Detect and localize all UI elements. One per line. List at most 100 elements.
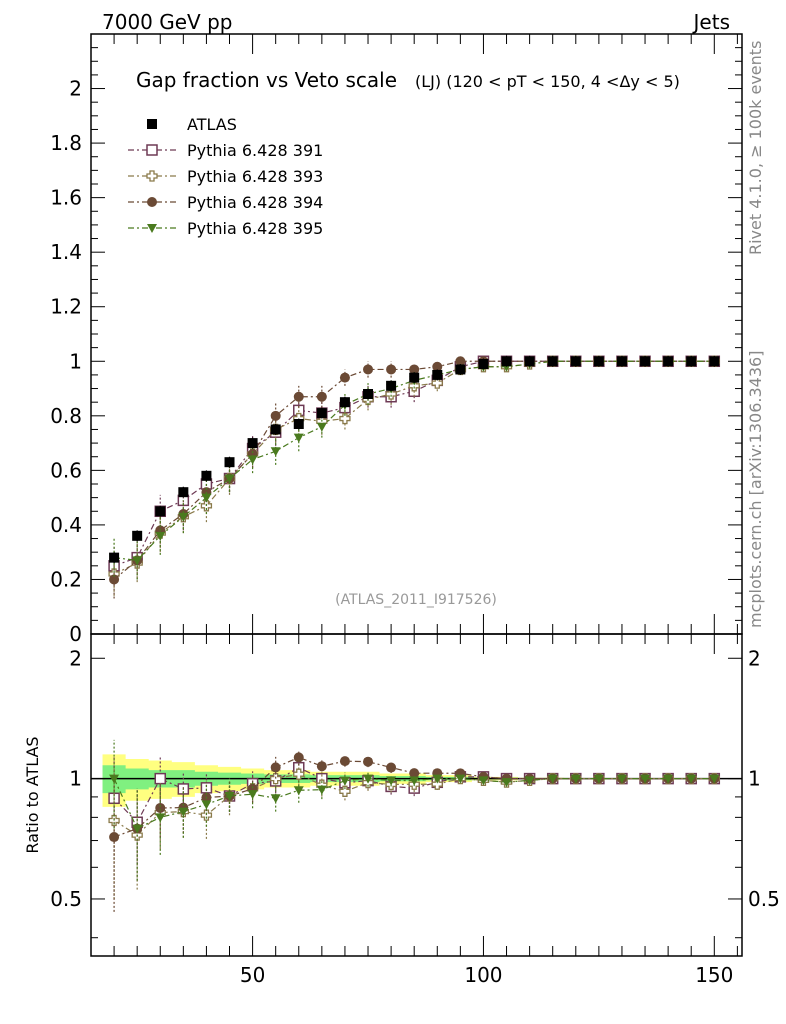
ratio-y-tick-label-left: 1 [69, 767, 82, 791]
legend-label: Pythia 6.428 391 [187, 141, 323, 160]
series-3-ratio-point [155, 802, 166, 813]
series-2-ratio-point [339, 785, 351, 797]
reference-point [593, 356, 604, 367]
series-3-ratio-point [363, 756, 374, 767]
reference-point [132, 530, 143, 541]
x-tick-label: 50 [240, 963, 265, 987]
series-4-ratio-point [570, 774, 581, 784]
x-tick-label: 100 [464, 963, 502, 987]
reference-point [524, 356, 535, 367]
series-4-ratio-point [363, 774, 374, 784]
legend: ATLAS Pythia 6.428 391 Pythia 6.428 393 Pyt… [128, 115, 323, 238]
rivet-label: Rivet 4.1.0, ≥ 100k events [746, 41, 765, 255]
series-3-ratio-point [386, 762, 397, 773]
legend-marker [147, 119, 157, 129]
series-3-point [363, 364, 374, 375]
legend-marker [147, 224, 157, 233]
reference-point [547, 356, 558, 367]
chart-title-suffix: (LJ) (120 < pT < 150, 4 <Δy < 5) [415, 72, 680, 91]
series-4-ratio-point [247, 790, 258, 800]
reference-point [201, 470, 212, 481]
legend-label: ATLAS [187, 115, 237, 134]
series-4-point [270, 447, 281, 457]
series-3-point [293, 391, 304, 402]
ratio-marks [91, 739, 742, 912]
series-4-point [247, 455, 258, 465]
series-4-point [224, 474, 235, 484]
series-2-ratio-point [431, 778, 443, 790]
series-4-ratio-point [178, 807, 189, 817]
series-4-point [316, 422, 327, 432]
ratio-y-tick-label-left: 2 [69, 646, 82, 670]
reference-point [155, 506, 166, 517]
series-4-ratio-point [293, 786, 304, 796]
mcplots-label: mcplots.cern.ch [arXiv:1306.3436] [746, 351, 765, 628]
ratio-y-label: Ratio to ATLAS [23, 736, 42, 853]
series-4-ratio-point [409, 776, 420, 786]
ratio-y-tick-label-right: 2 [748, 646, 761, 670]
series-2-point [385, 388, 397, 400]
y-tick-label: 0.6 [50, 458, 82, 482]
ratio-y-tick-label-right: 0.5 [748, 887, 780, 911]
legend-marker [146, 170, 158, 182]
main-axis-ticks: 0 0.2 0.4 0.6 0.8 1 1.2 1.4 1.6 1.8 2 [50, 33, 742, 646]
series-4-ratio-point [339, 776, 350, 786]
series-3-point [432, 361, 443, 372]
ratio-panel: 50 100 150 0.5 0.5 1 1 2 2 Ratio to ATLAS [23, 633, 780, 987]
series-2-ratio-point [293, 768, 305, 780]
reference-point [224, 457, 235, 468]
ratio-frame [90, 633, 743, 957]
y-tick-label: 2 [69, 77, 82, 101]
series-2-point [408, 380, 420, 392]
y-tick-label: 1.8 [50, 131, 82, 155]
reference-point [478, 359, 489, 369]
series-4-ratio-point [663, 774, 674, 784]
x-tick-label: 150 [695, 963, 733, 987]
reference-point [432, 369, 443, 380]
reference-point [109, 552, 120, 563]
series-3-ratio-point [316, 761, 327, 772]
reference-point [663, 356, 674, 367]
chart-title: Gap fraction vs Veto scale [136, 68, 397, 92]
y-tick-label: 1 [69, 349, 82, 373]
main-panel: 0 0.2 0.4 0.6 0.8 1 1.2 1.4 1.6 1.8 2 Gap fraction… [50, 33, 743, 646]
reference-point [616, 356, 627, 367]
series-2-ratio-point [270, 772, 282, 785]
reference-point [501, 356, 512, 367]
reference-point [409, 372, 420, 383]
series-4-ratio-point [640, 774, 651, 784]
reference-point [178, 487, 189, 498]
series-1-ratio-point [154, 772, 167, 785]
series-3-ratio-point [409, 768, 420, 779]
series-4-point [132, 556, 143, 566]
series-3-point [339, 372, 350, 383]
reference-point [570, 356, 581, 367]
series-3-point [316, 391, 327, 402]
series-4-ratio-point [224, 791, 235, 801]
series-1-ratio-point [200, 782, 213, 794]
series-3-point [455, 356, 466, 367]
reference-point [316, 408, 327, 419]
watermark: (ATLAS_2011_I917526) [335, 592, 497, 608]
header-left: 7000 GeV pp [102, 10, 233, 34]
series-4-ratio-point [455, 774, 466, 784]
series-4-ratio-point [132, 824, 143, 834]
ratio-y-tick-label-left: 0.5 [50, 887, 82, 911]
y-tick-label: 1.2 [50, 295, 82, 319]
series-4-ratio-point [432, 774, 443, 784]
legend-marker [147, 197, 157, 207]
series-4-point [178, 512, 189, 522]
main-marks [108, 355, 721, 599]
series-2-ratio-line [113, 773, 715, 836]
series-2-point [431, 377, 443, 389]
series-4-ratio-point [109, 774, 120, 784]
series-4-point [293, 433, 304, 443]
series-3-point [409, 364, 420, 375]
series-4-ratio-point [616, 774, 627, 784]
series-4-ratio-point [478, 776, 489, 786]
series-3-ratio-point [270, 762, 281, 773]
y-tick-label: 1.6 [50, 186, 82, 210]
reference-point [686, 356, 697, 367]
reference-point [386, 380, 397, 391]
